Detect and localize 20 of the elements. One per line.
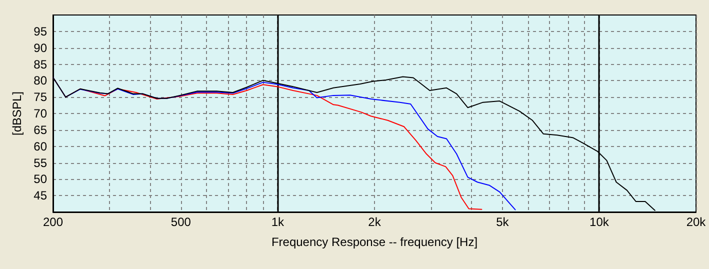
y-tick-label: 90 — [34, 40, 48, 55]
y-tick-label: 45 — [34, 188, 48, 203]
y-tick-label: 80 — [34, 74, 48, 88]
x-axis-title: Frequency Response -- frequency [Hz] — [271, 235, 478, 249]
y-tick-label: 50 — [34, 172, 48, 186]
y-tick-label: 75 — [34, 90, 48, 104]
y-tick-label: 55 — [34, 156, 48, 170]
x-tick-label: 500 — [170, 215, 192, 229]
x-tick-label: 2k — [368, 215, 382, 229]
y-axis-title: [dBSPL] — [10, 91, 24, 136]
y-tick-label: 70 — [34, 106, 48, 120]
x-tick-label: 10k — [590, 215, 610, 229]
x-tick-label: 200 — [42, 215, 64, 229]
y-tick-label: 60 — [34, 139, 48, 154]
x-tick-label: 5k — [496, 215, 510, 229]
y-tick-label: 95 — [34, 24, 48, 38]
x-tick-label: 20k — [686, 215, 707, 229]
x-tick-label: 1k — [271, 215, 286, 229]
y-tick-label: 85 — [34, 57, 48, 72]
y-tick-label: 65 — [34, 122, 48, 137]
